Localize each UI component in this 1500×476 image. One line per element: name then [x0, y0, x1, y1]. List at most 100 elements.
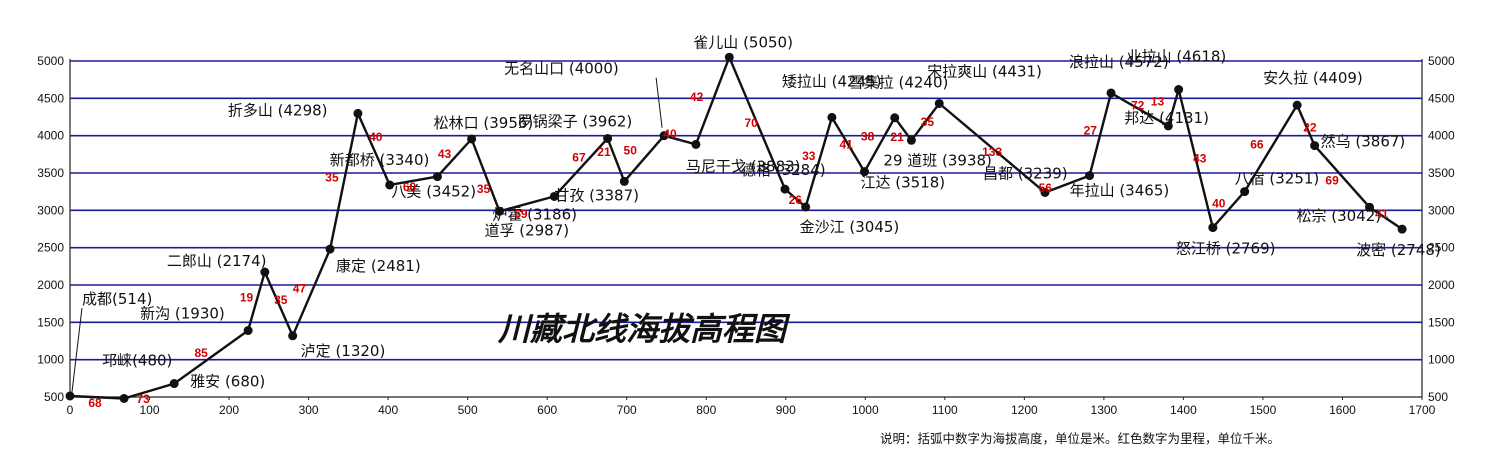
point-马尼干戈	[691, 139, 701, 149]
label-邛崃: 邛崃(480)	[102, 351, 172, 369]
label-罗锅梁子: 罗锅梁子 (3962)	[518, 113, 633, 131]
label-昌都: 昌都 (3239)	[983, 164, 1068, 182]
point-道班	[906, 135, 916, 145]
distance-炉霍-罗锅梁子: 67	[572, 150, 586, 164]
distance-德格-金沙江: 26	[789, 193, 803, 207]
distance-成都-邛崃: 68	[88, 396, 102, 410]
point-邛崃	[119, 393, 129, 403]
label-雪集拉: 雪集拉 (4240)	[849, 74, 949, 92]
label-邦达: 邦达 (4131)	[1124, 109, 1209, 127]
label-八美: 八美 (3452)	[391, 183, 476, 201]
chart-note: 说明：括弧中数字为海拔高度，单位是米。红色数字为里程，单位千米。	[880, 431, 1280, 446]
distance-雪集拉-道班: 21	[890, 130, 904, 144]
x-tick-1300: 1300	[1091, 403, 1118, 417]
distance-松宗-波密: 41	[1375, 207, 1389, 221]
point-宋拉爽山	[934, 98, 944, 108]
point-松宗	[1365, 202, 1375, 212]
point-安久拉	[1292, 100, 1302, 110]
point-甘孜	[619, 176, 629, 186]
y-tick-right-3000: 3000	[1428, 203, 1455, 217]
label-无名山口: 无名山口 (4000)	[504, 60, 619, 78]
point-江达	[859, 167, 869, 177]
chart-title: 川藏北线海拔高程图	[497, 310, 791, 348]
distance-昌都-年拉山: 56	[1039, 181, 1053, 195]
y-tick-right-1500: 1500	[1428, 315, 1455, 329]
point-雅安	[169, 379, 179, 389]
label-波密: 波密 (2748)	[1356, 241, 1441, 259]
point-业拉山	[1174, 85, 1184, 95]
x-tick-1600: 1600	[1329, 403, 1356, 417]
point-金沙江	[801, 202, 811, 212]
point-雪集拉	[890, 113, 900, 123]
y-tick-right-4500: 4500	[1428, 91, 1455, 105]
grid-layer	[70, 60, 1422, 361]
x-tick-0: 0	[67, 403, 74, 417]
x-tick-800: 800	[696, 403, 716, 417]
y-tick-left-5000: 5000	[37, 54, 64, 68]
distance-无名山口-马尼干戈: 40	[663, 127, 677, 141]
point-新都桥	[385, 180, 395, 190]
y-tick-right-4000: 4000	[1428, 129, 1455, 143]
route-line	[69, 56, 1403, 400]
point-浪拉山	[1106, 88, 1116, 98]
label-年拉山: 年拉山 (3465)	[1070, 182, 1170, 200]
distance-邛崃-雅安: 73	[136, 392, 150, 406]
distance-江达-雪集拉: 38	[861, 130, 875, 144]
label-八宿: 八宿 (3251)	[1235, 170, 1320, 188]
point-然乌	[1310, 141, 1320, 151]
label-怒江桥: 怒江桥 (2769)	[1176, 240, 1276, 258]
point-昌都	[1040, 187, 1050, 197]
distance-二郎山-泸定: 35	[274, 293, 288, 307]
label-江达: 江达 (3518)	[860, 174, 945, 192]
distance-道孚-炉霍: 69	[514, 207, 528, 221]
y-tick-right-500: 500	[1428, 390, 1448, 404]
label-甘孜: 甘孜 (3387)	[554, 186, 639, 204]
label-德格: 德格 (3284)	[741, 161, 826, 179]
distance-金沙江-矮拉山: 33	[802, 149, 816, 163]
label-layer: 成都(514) 邛崃(480) 雅安 (680) 新沟 (1930) 二郎山 (2174…	[71, 33, 1441, 410]
point-二郎山	[260, 267, 270, 277]
label-成都: 成都(514)	[82, 290, 152, 308]
label-二郎山: 二郎山 (2174)	[167, 252, 267, 270]
x-tick-700: 700	[617, 403, 637, 417]
point-道孚	[494, 206, 504, 216]
label-业拉山: 业拉山 (4618)	[1127, 48, 1227, 66]
label-新沟: 新沟 (1930)	[140, 305, 225, 323]
distance-松林口-道孚: 35	[477, 182, 491, 196]
x-tick-1500: 1500	[1250, 403, 1277, 417]
distance-浪拉山-邦达: 72	[1131, 98, 1145, 112]
distance-马尼干戈-雀儿山: 42	[690, 90, 704, 104]
label-康定: 康定 (2481)	[336, 257, 421, 275]
route-line-layer	[69, 56, 1403, 400]
point-波密	[1397, 224, 1407, 234]
distance-新沟-二郎山: 19	[240, 290, 254, 304]
point-雀儿山	[724, 52, 734, 62]
distance-雅安-新沟: 85	[194, 346, 208, 360]
distance-折多山-新都桥: 40	[369, 130, 383, 144]
distance-业拉山-怒江桥: 43	[1193, 152, 1207, 166]
arrow-chengdu	[71, 307, 83, 393]
label-雀儿山: 雀儿山 (5050)	[693, 33, 793, 51]
x-tick-500: 500	[458, 403, 478, 417]
y-tick-left-4500: 4500	[37, 91, 64, 105]
x-tick-1000: 1000	[852, 403, 879, 417]
x-tick-900: 900	[776, 403, 796, 417]
label-宋拉爽山: 宋拉爽山 (4431)	[927, 62, 1042, 80]
point-八美	[432, 172, 442, 182]
distance-然乌-松宗: 69	[1325, 173, 1339, 187]
distance-雀儿山-德格: 70	[744, 116, 758, 130]
label-雅安: 雅安 (680)	[190, 373, 265, 391]
label-新都桥: 新都桥 (3340)	[330, 151, 430, 169]
arrow-wuming	[655, 77, 663, 128]
point-矮拉山	[827, 112, 837, 122]
point-八宿	[1240, 187, 1250, 197]
distance-道班-宋拉爽山: 35	[921, 115, 935, 129]
distance-八美-松林口: 43	[438, 147, 452, 161]
point-年拉山	[1085, 171, 1095, 181]
y-tick-left-3000: 3000	[37, 203, 64, 217]
x-tick-300: 300	[299, 403, 319, 417]
point-罗锅梁子	[603, 134, 613, 144]
point-炉霍	[549, 191, 559, 201]
y-tick-right-2500: 2500	[1428, 241, 1455, 255]
